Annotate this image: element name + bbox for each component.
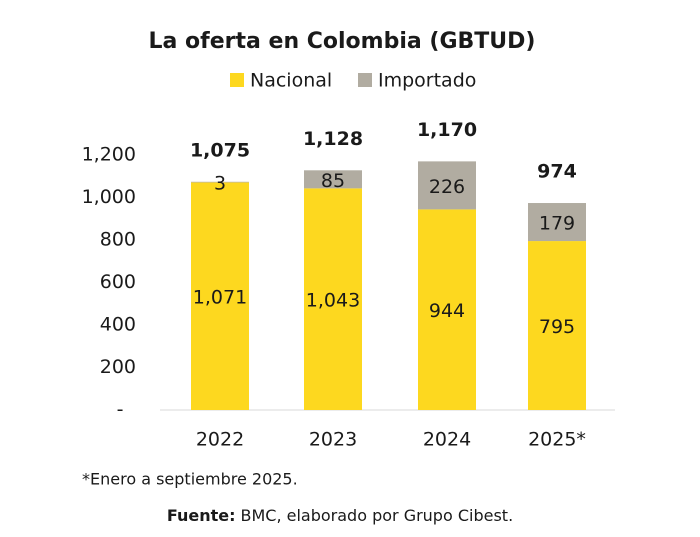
total-label: 974 [537,161,577,183]
data-label: 3 [214,173,226,195]
total-label: 1,170 [417,119,477,141]
y-tick-label: 200 [100,356,136,378]
bar-segment [528,241,586,410]
y-tick-label: 1,200 [82,144,136,166]
data-label: 1,071 [193,287,247,309]
y-tick-label: 600 [100,271,136,293]
y-tick-label: 1,000 [82,186,136,208]
x-tick-label: 2022 [196,429,244,451]
bar-segment [528,203,586,242]
source: Fuente: BMC, elaborado por Grupo Cibest. [167,506,513,525]
data-label: 179 [539,213,575,235]
data-label: 226 [429,176,465,198]
bar-segment [418,161,476,210]
legend-label: Importado [378,70,476,92]
bar-segment [191,182,249,410]
total-label: 1,128 [303,128,363,150]
bar-segment [304,170,362,189]
data-label: 944 [429,300,465,322]
y-tick-label: 800 [100,229,136,251]
source-text: BMC, elaborado por Grupo Cibest. [241,506,514,525]
data-label: 85 [321,170,345,192]
x-tick-label: 2023 [309,429,357,451]
y-tick-label: - [117,399,124,421]
source-label: Fuente: [167,506,236,525]
bar-segment [191,181,249,183]
x-tick-label: 2024 [423,429,471,451]
legend-swatch [358,73,372,87]
legend-swatch [230,73,244,87]
data-label: 795 [539,316,575,338]
chart-title: La oferta en Colombia (GBTUD) [149,29,536,54]
x-tick-label: 2025* [528,429,586,451]
data-label: 1,043 [306,290,360,312]
total-label: 1,075 [190,139,250,161]
footnote: *Enero a septiembre 2025. [82,470,298,489]
bar-segment [418,209,476,410]
legend-label: Nacional [250,70,332,92]
y-tick-label: 400 [100,314,136,336]
bar-segment [304,188,362,410]
